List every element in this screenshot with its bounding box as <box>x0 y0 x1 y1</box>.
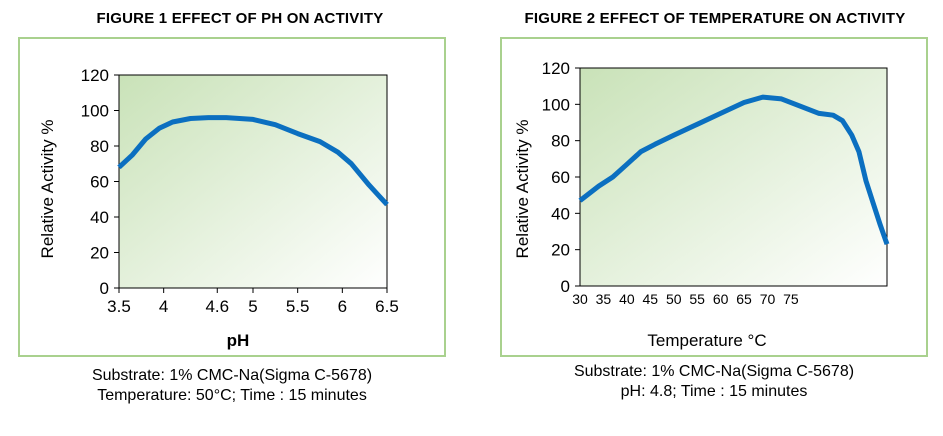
figure2-title: FIGURE 2 EFFECT OF TEMPERATURE ON ACTIVI… <box>524 10 906 27</box>
figure1-plot-area <box>118 74 388 289</box>
figure2-x-tick-label: 55 <box>689 291 705 307</box>
figure1-x-tick-label: 5 <box>248 297 257 316</box>
figure2-x-tick-label: 35 <box>596 291 612 307</box>
figure1-title: FIGURE 1 EFFECT OF PH ON ACTIVITY <box>96 10 384 27</box>
figure2-chart: 0 20 40 60 80 100 120 30 35 40 45 50 55 60 65 70 75 Tempe… <box>513 59 890 350</box>
figure2-y-tick-label: 20 <box>551 241 570 260</box>
figure1-x-axis-label: pH <box>227 331 250 350</box>
figure1-series-line <box>117 115 389 207</box>
figure1-note-conditions: Temperature: 50°C; Time : 15 minutes <box>97 387 367 404</box>
figure1-x-tick-label: 5.5 <box>286 297 310 316</box>
figure2-x-tick-label: 40 <box>619 291 635 307</box>
figure2-x-tick-label: 65 <box>736 291 752 307</box>
figure2-y-tick-label: 100 <box>542 95 570 114</box>
figure2-note-substrate: Substrate: 1% CMC-Na(Sigma C-5678) <box>573 363 855 380</box>
figure2-note-conditions: pH: 4.8; Time : 15 minutes <box>620 383 808 400</box>
figure2-x-tick-label: 70 <box>760 291 776 307</box>
figure1-y-tick-label: 20 <box>90 244 109 263</box>
figure1-x-tick-label: 6.5 <box>375 297 399 316</box>
figure1-x-tick-label: 4 <box>159 297 168 316</box>
figure1-x-tick-label: 6 <box>338 297 347 316</box>
figure1-notes: Substrate: 1% CMC-Na(Sigma C-5678) Tempe… <box>18 366 446 406</box>
figure1-y-tick-label: 0 <box>100 279 109 298</box>
figure1-x-tick-label: 4.6 <box>205 297 229 316</box>
figure2-frame: 0 20 40 60 80 100 120 30 35 40 45 50 55 60 65 70 75 Tempe… <box>500 37 928 357</box>
figure2-x-tick-label: 50 <box>666 291 682 307</box>
figure2-x-tick-label: 30 <box>572 291 588 307</box>
figure1-note-substrate: Substrate: 1% CMC-Na(Sigma C-5678) <box>91 367 373 384</box>
figure1-y-tick-label: 80 <box>90 137 109 156</box>
figure1-y-axis-label: Relative Activity % <box>38 120 57 259</box>
figure1-y-tick-label: 40 <box>90 208 109 227</box>
figure2-x-tick-label: 45 <box>643 291 659 307</box>
figure1-y-tick-label: 100 <box>81 102 109 121</box>
figure2-x-tick-label: 60 <box>713 291 729 307</box>
figure2-series-line <box>578 94 890 246</box>
figure2-y-tick-label: 80 <box>551 132 570 151</box>
figure2-y-tick-label: 40 <box>551 204 570 223</box>
figure2-x-axis-label: Temperature °C <box>647 331 766 350</box>
figure2-y-axis-label: Relative Activity % <box>513 120 532 259</box>
figure2-y-tick-label: 0 <box>561 277 570 296</box>
figure2-y-tick-label: 120 <box>542 59 570 78</box>
figure1-y-tick-label: 60 <box>90 173 109 192</box>
figure1-frame: 0 20 40 60 80 100 120 3.5 4 4.6 5 5.5 6 6.5 pH Relative… <box>18 37 446 357</box>
figure1-chart: 0 20 40 60 80 100 120 3.5 4 4.6 5 5.5 6 6.5 pH Relative… <box>38 66 399 350</box>
figure1-y-tick-label: 120 <box>81 66 109 85</box>
figure2-notes: Substrate: 1% CMC-Na(Sigma C-5678) pH: 4… <box>500 362 928 402</box>
figure2-y-tick-label: 60 <box>551 168 570 187</box>
figure2-plot-area <box>579 67 888 287</box>
figure1-x-tick-label: 3.5 <box>107 297 131 316</box>
figure2-x-tick-label: 75 <box>783 291 799 307</box>
